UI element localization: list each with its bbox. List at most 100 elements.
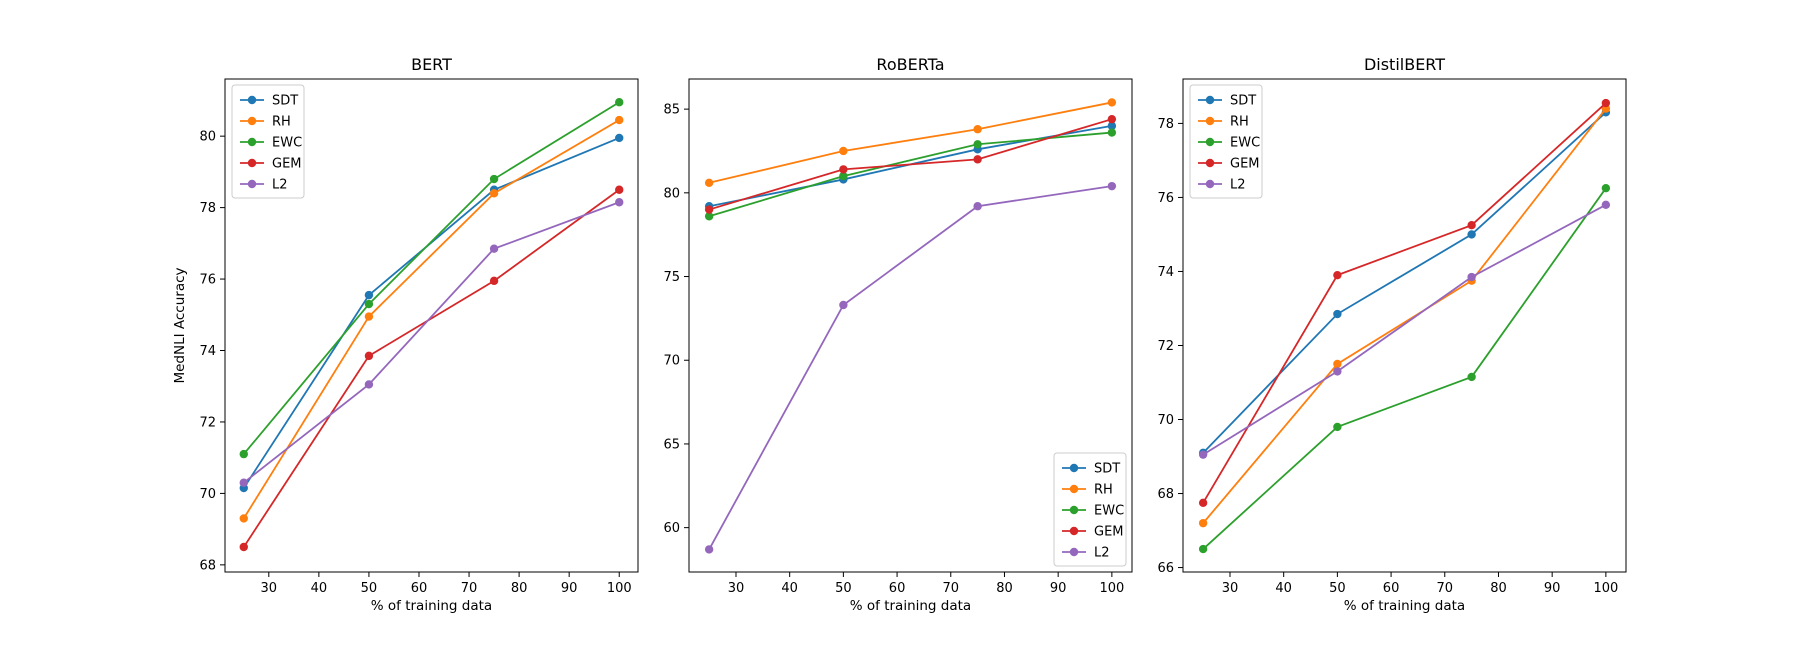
data-point-l2	[239, 478, 248, 487]
x-axis-label: % of training data	[1344, 598, 1465, 614]
data-point-gem	[1333, 270, 1342, 280]
series-l2	[1198, 200, 1611, 459]
series-line-ewc	[243, 101, 620, 455]
x-tick-label: 80	[511, 581, 528, 596]
series-line-rh	[243, 119, 620, 519]
legend-label: SDT	[1230, 94, 1256, 109]
y-tick-label: 72	[199, 415, 216, 430]
x-tick-label: 90	[1050, 581, 1067, 596]
y-tick-label: 70	[663, 354, 680, 369]
data-point-l2	[1467, 272, 1476, 282]
series-rh	[239, 115, 624, 523]
data-point-ewc	[1333, 422, 1342, 432]
legend-label: GEM	[1230, 157, 1260, 172]
legend: SDT RH EWC GEM L2	[1053, 452, 1127, 567]
data-point-l2	[1107, 181, 1117, 191]
axes-frame	[688, 78, 1133, 573]
data-point-ewc	[1107, 128, 1117, 137]
y-tick-label: 70	[1157, 413, 1174, 428]
data-point-rh	[973, 125, 982, 134]
legend-marker	[1205, 158, 1215, 168]
data-point-ewc	[839, 171, 848, 181]
legend-label: RH	[1230, 115, 1249, 130]
y-tick-label: 85	[663, 103, 680, 118]
data-point-l2	[489, 244, 499, 253]
series-rh	[704, 98, 1117, 187]
data-point-sdt	[1467, 230, 1476, 239]
x-tick-label: 60	[411, 581, 428, 596]
data-point-rh	[489, 189, 499, 198]
panel-distilbert: 30 40 50 60 70 80 90 100 66 68 70 72 74 76 78 DistilBER…	[1157, 55, 1627, 614]
x-tick-label: 30	[728, 581, 745, 596]
data-point-l2	[364, 380, 374, 389]
panel-bert: 30 40 50 60 70 80 90 100 68 70 72 74 76 78 80 BERT % of …	[172, 55, 639, 614]
chart-title: BERT	[411, 55, 452, 74]
y-tick-label: 80	[663, 186, 680, 201]
data-point-gem	[239, 542, 248, 552]
chart-title: RoBERTa	[876, 55, 944, 74]
legend-label: GEM	[272, 157, 302, 172]
x-tick-label: 90	[561, 581, 578, 596]
data-point-ewc	[1467, 372, 1476, 382]
legend-label: SDT	[1094, 462, 1120, 477]
x-tick-label: 70	[942, 581, 959, 596]
legend-label: EWC	[1094, 504, 1124, 519]
data-point-l2	[973, 202, 982, 211]
x-axis-label: % of training data	[371, 598, 492, 614]
data-point-rh	[1333, 359, 1342, 369]
axes-frame	[224, 78, 639, 573]
data-point-l2	[1601, 200, 1611, 210]
data-point-gem	[973, 155, 982, 164]
legend-label: GEM	[1094, 525, 1124, 540]
x-tick-label: 60	[889, 581, 906, 596]
legend-box	[231, 84, 305, 199]
legend-box	[1053, 452, 1127, 567]
x-tick-label: 70	[461, 581, 478, 596]
series-line-ewc	[1202, 187, 1607, 550]
y-tick-label: 65	[663, 437, 680, 452]
data-point-gem	[364, 351, 374, 361]
legend-marker	[1069, 505, 1079, 515]
series-line-l2	[1202, 204, 1607, 456]
legend-label: EWC	[1230, 136, 1260, 151]
legend: SDT RH EWC GEM L2	[231, 84, 305, 199]
data-point-l2	[1198, 450, 1208, 459]
y-tick-label: 78	[1157, 117, 1174, 132]
data-point-gem	[1601, 98, 1611, 108]
data-point-ewc	[364, 299, 374, 309]
legend-marker	[247, 179, 257, 189]
series-line-l2	[243, 201, 620, 484]
legend-label: EWC	[272, 136, 302, 151]
series-line-gem	[708, 118, 1113, 211]
y-tick-label: 70	[199, 487, 216, 502]
x-tick-label: 70	[1436, 581, 1453, 596]
data-point-sdt	[1333, 309, 1342, 319]
legend-marker	[1205, 179, 1215, 189]
data-point-sdt	[1107, 121, 1117, 131]
data-point-gem	[489, 276, 499, 286]
series-line-rh	[708, 101, 1113, 184]
x-tick-label: 40	[1275, 581, 1292, 596]
series-rh	[1198, 104, 1611, 528]
x-tick-label: 100	[607, 581, 632, 596]
data-point-rh	[1107, 98, 1117, 107]
x-tick-label: 90	[1544, 581, 1561, 596]
y-tick-label: 74	[1157, 265, 1174, 280]
legend-label: L2	[272, 178, 288, 193]
series-line-gem	[243, 189, 620, 548]
data-point-ewc	[615, 98, 624, 107]
series-line-rh	[1202, 108, 1607, 524]
y-tick-label: 80	[199, 130, 216, 145]
legend-marker	[1069, 484, 1079, 494]
y-tick-label: 78	[199, 201, 216, 216]
series-l2	[704, 181, 1117, 554]
legend-marker	[1069, 547, 1079, 557]
data-point-ewc	[1601, 183, 1611, 193]
legend-label: RH	[1094, 483, 1113, 498]
y-tick-label: 75	[663, 270, 680, 285]
series-gem	[1198, 98, 1611, 507]
x-tick-label: 50	[1329, 581, 1346, 596]
series-gem	[239, 185, 624, 552]
data-point-ewc	[973, 140, 982, 149]
